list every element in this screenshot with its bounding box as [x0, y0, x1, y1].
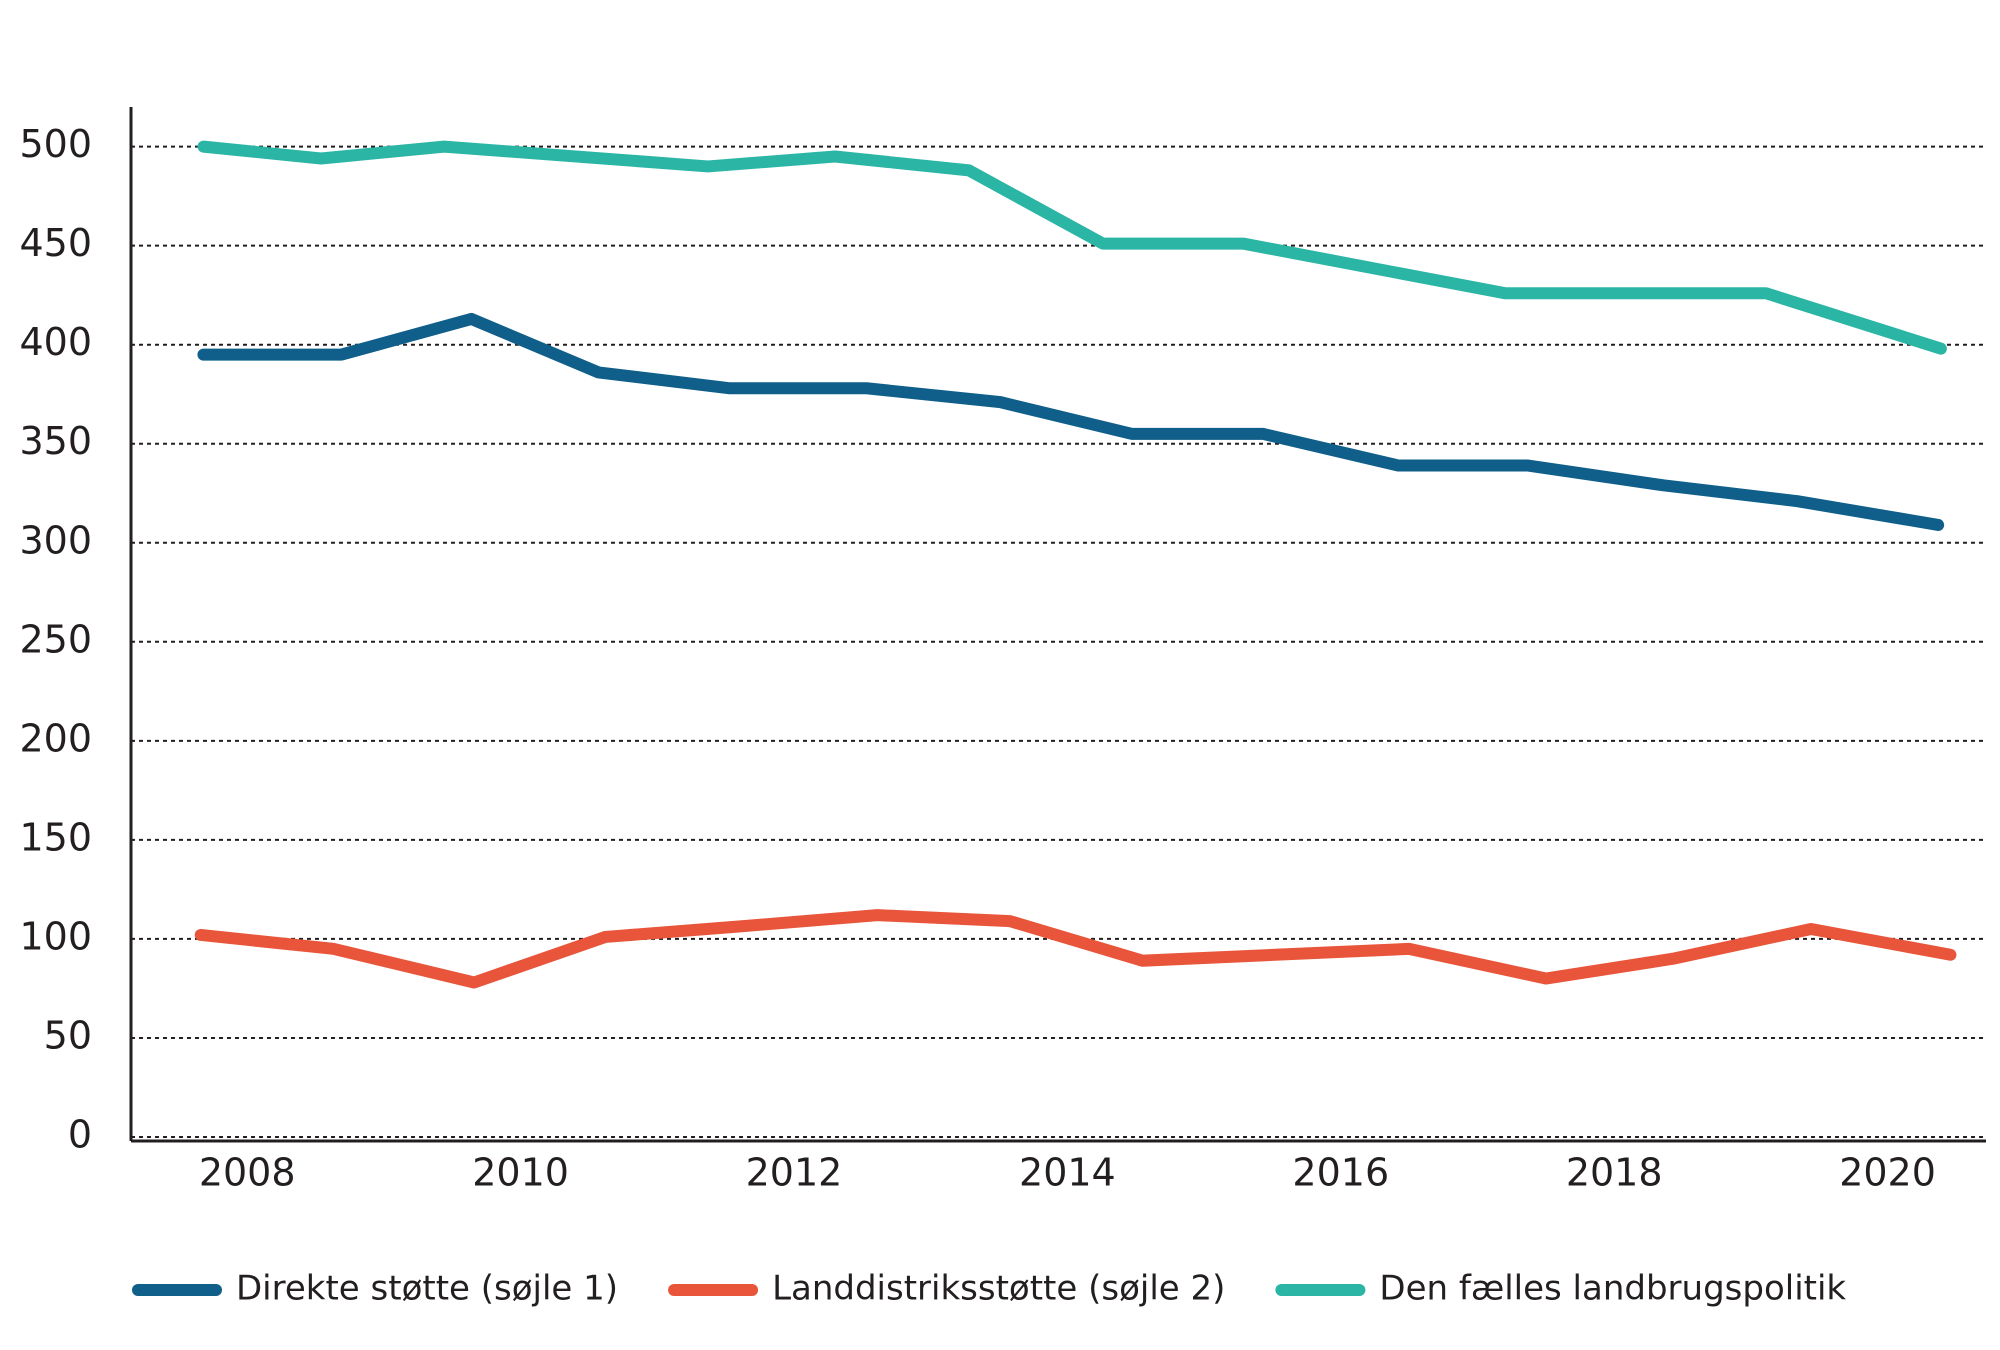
- series-line: [197, 140, 1947, 355]
- x-tick-label: 2008: [199, 1151, 296, 1195]
- series-line: [194, 909, 1957, 989]
- y-tick-label: 250: [19, 617, 92, 661]
- legend-label: Den fælles landbrugspolitik: [1379, 1269, 1846, 1309]
- x-tick-label: 2020: [1839, 1151, 1936, 1195]
- y-tick-label: 50: [44, 1013, 92, 1057]
- y-tick-label: 200: [19, 716, 92, 760]
- legend-label: Direkte støtte (søjle 1): [236, 1269, 618, 1309]
- y-tick-label: 300: [19, 518, 92, 562]
- y-tick-label: 350: [19, 419, 92, 463]
- x-tick-label: 2010: [472, 1151, 569, 1195]
- x-tick-label: 2014: [1019, 1151, 1116, 1195]
- series-line: [197, 312, 1945, 531]
- y-tick-label: 450: [19, 221, 92, 265]
- x-tick-label: 2018: [1566, 1151, 1663, 1195]
- x-tick-label: 2016: [1292, 1151, 1389, 1195]
- y-tick-label: 400: [19, 320, 92, 364]
- y-tick-label: 500: [19, 122, 92, 166]
- y-tick-label: 100: [19, 914, 92, 958]
- x-tick-label: 2012: [746, 1151, 843, 1195]
- legend-label: Landdistriksstøtte (søjle 2): [772, 1269, 1225, 1309]
- y-tick-label: 0: [68, 1113, 92, 1157]
- y-tick-label: 150: [19, 815, 92, 859]
